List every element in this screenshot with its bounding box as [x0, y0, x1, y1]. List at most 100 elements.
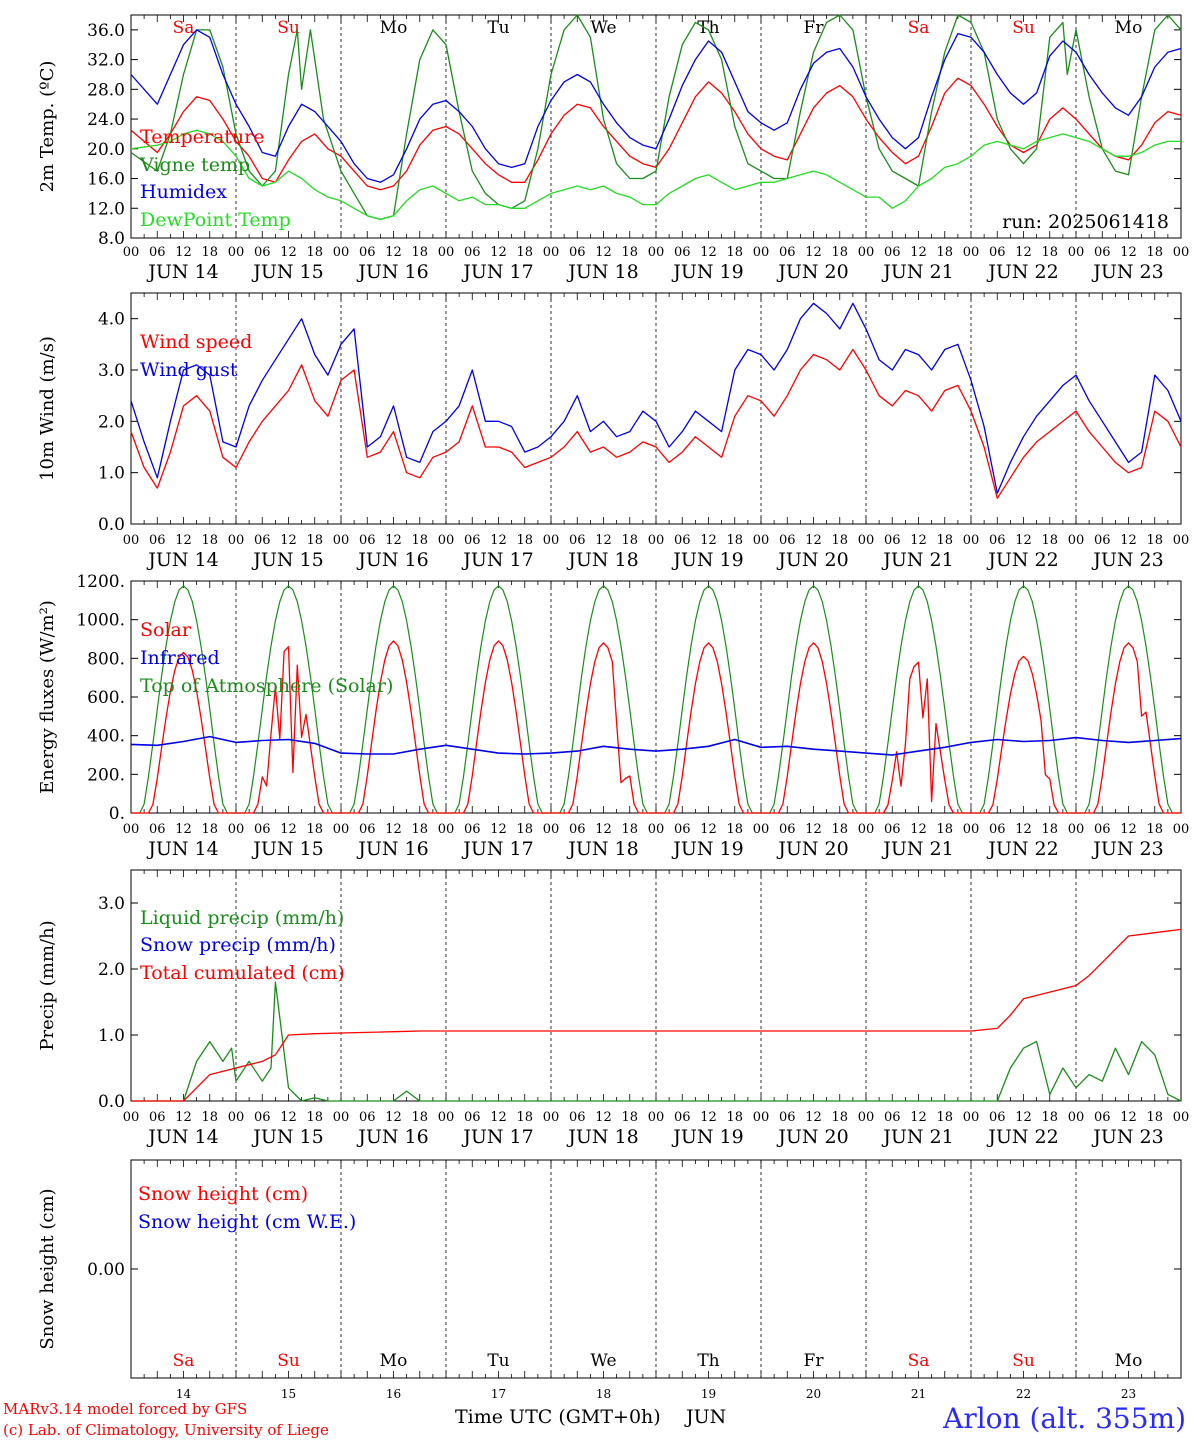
hour-tick-label: 12 — [910, 1110, 927, 1125]
day-number-label: 17 — [491, 1387, 506, 1401]
hour-tick-label: 12 — [385, 533, 402, 548]
legend-entry: Snow precip (mm/h) — [140, 934, 336, 956]
hour-tick-label: 06 — [569, 533, 586, 548]
date-label: JUN 19 — [671, 261, 743, 283]
hour-tick-label: 00 — [648, 245, 665, 260]
y-tick-label: 20.0 — [87, 140, 125, 160]
y-tick-label: 8.0 — [98, 229, 125, 249]
hour-tick-label: 18 — [516, 533, 533, 548]
hour-tick-label: 00 — [1173, 533, 1190, 548]
hour-tick-label: 06 — [464, 822, 481, 837]
weekday-label: Th — [697, 1351, 719, 1371]
y-axis-label: 10m Wind (m/s) — [37, 336, 58, 481]
date-label: JUN 16 — [356, 1126, 428, 1148]
date-label: JUN 15 — [251, 549, 323, 571]
series-line-temperature — [130, 77, 1182, 191]
day-number-label: 23 — [1121, 1387, 1136, 1401]
hour-tick-label: 18 — [936, 1110, 953, 1125]
date-label: JUN 20 — [776, 838, 848, 860]
series-line-dewpoint-temp — [130, 129, 1181, 221]
hour-tick-label: 12 — [910, 245, 927, 260]
hour-tick-label: 06 — [464, 245, 481, 260]
hour-tick-label: 06 — [359, 533, 376, 548]
date-label: JUN 21 — [881, 549, 953, 571]
hour-tick-label: 06 — [989, 822, 1006, 837]
date-label: JUN 17 — [461, 838, 533, 860]
series-line-wind-gust — [130, 302, 1182, 494]
hour-tick-label: 00 — [1068, 245, 1085, 260]
date-label: JUN 22 — [986, 549, 1058, 571]
hour-tick-label: 00 — [858, 245, 875, 260]
weekday-label: Mo — [380, 1351, 408, 1371]
hour-tick-label: 12 — [490, 533, 507, 548]
hour-tick-label: 12 — [595, 533, 612, 548]
hour-tick-label: 06 — [359, 822, 376, 837]
hour-tick-label: 06 — [674, 533, 691, 548]
time-axis-label: Time UTC (GMT+0h) — [455, 1406, 661, 1428]
hour-tick-label: 12 — [490, 1110, 507, 1125]
hour-tick-label: 06 — [989, 1110, 1006, 1125]
hour-tick-label: 18 — [936, 822, 953, 837]
date-label: JUN 17 — [461, 549, 533, 571]
hour-tick-label: 18 — [201, 1110, 218, 1125]
y-tick-label: 1000. — [76, 611, 125, 631]
hour-tick-label: 06 — [359, 1110, 376, 1125]
date-label: JUN 16 — [356, 838, 428, 860]
y-tick-label: 0.0 — [98, 1092, 125, 1112]
y-tick-label: 200. — [87, 765, 125, 785]
date-label: JUN 15 — [251, 261, 323, 283]
hour-tick-label: 06 — [779, 822, 796, 837]
y-tick-label: 600. — [87, 688, 125, 708]
hour-tick-label: 12 — [385, 245, 402, 260]
hour-tick-label: 12 — [700, 822, 717, 837]
hour-tick-label: 12 — [490, 822, 507, 837]
date-label: JUN 17 — [461, 1126, 533, 1148]
hour-tick-label: 00 — [438, 822, 455, 837]
hour-tick-label: 18 — [621, 1110, 638, 1125]
hour-tick-label: 06 — [569, 1110, 586, 1125]
date-label: JUN 22 — [986, 261, 1058, 283]
hour-tick-label: 06 — [989, 533, 1006, 548]
hour-tick-label: 00 — [438, 1110, 455, 1125]
hour-tick-label: 18 — [1146, 533, 1163, 548]
hour-tick-label: 00 — [123, 533, 140, 548]
date-label: JUN 22 — [986, 1126, 1058, 1148]
hour-tick-label: 06 — [884, 822, 901, 837]
y-tick-label: 400. — [87, 727, 125, 747]
y-tick-label: 0. — [109, 804, 125, 824]
hour-tick-label: 18 — [831, 245, 848, 260]
hour-tick-label: 12 — [700, 533, 717, 548]
hour-tick-label: 18 — [1041, 533, 1058, 548]
hour-tick-label: 12 — [280, 533, 297, 548]
hour-tick-label: 06 — [674, 822, 691, 837]
series-line-vigne-temp — [130, 14, 1182, 221]
y-tick-label: 4.0 — [98, 310, 125, 330]
hour-tick-label: 18 — [621, 533, 638, 548]
hour-tick-label: 18 — [306, 822, 323, 837]
hour-tick-label: 18 — [516, 1110, 533, 1125]
hour-tick-label: 12 — [910, 533, 927, 548]
hour-tick-label: 18 — [411, 822, 428, 837]
y-tick-label: 24.0 — [87, 110, 125, 130]
y-tick-label: 2.0 — [98, 412, 125, 432]
hour-tick-label: 00 — [228, 245, 245, 260]
hour-tick-label: 00 — [1173, 1110, 1190, 1125]
hour-tick-label: 06 — [149, 822, 166, 837]
hour-tick-label: 06 — [149, 245, 166, 260]
hour-tick-label: 00 — [1173, 245, 1190, 260]
hour-tick-label: 06 — [779, 245, 796, 260]
hour-tick-label: 00 — [858, 533, 875, 548]
hour-tick-label: 18 — [306, 245, 323, 260]
hour-tick-label: 06 — [149, 533, 166, 548]
date-label: JUN 18 — [566, 838, 638, 860]
hour-tick-label: 06 — [884, 245, 901, 260]
hour-tick-label: 06 — [569, 245, 586, 260]
weekday-label: Fr — [804, 18, 825, 38]
hour-tick-label: 06 — [254, 245, 271, 260]
day-number-label: 14 — [176, 1387, 192, 1401]
hour-tick-label: 12 — [805, 1110, 822, 1125]
weekday-label: Mo — [1115, 1351, 1143, 1371]
hour-tick-label: 12 — [1015, 533, 1032, 548]
y-tick-label: 32.0 — [87, 51, 125, 71]
